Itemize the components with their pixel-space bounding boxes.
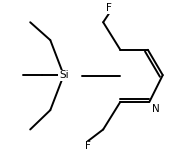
Text: F: F [85,141,91,151]
Text: N: N [152,104,160,114]
Text: Si: Si [59,70,68,80]
Text: F: F [106,3,112,13]
